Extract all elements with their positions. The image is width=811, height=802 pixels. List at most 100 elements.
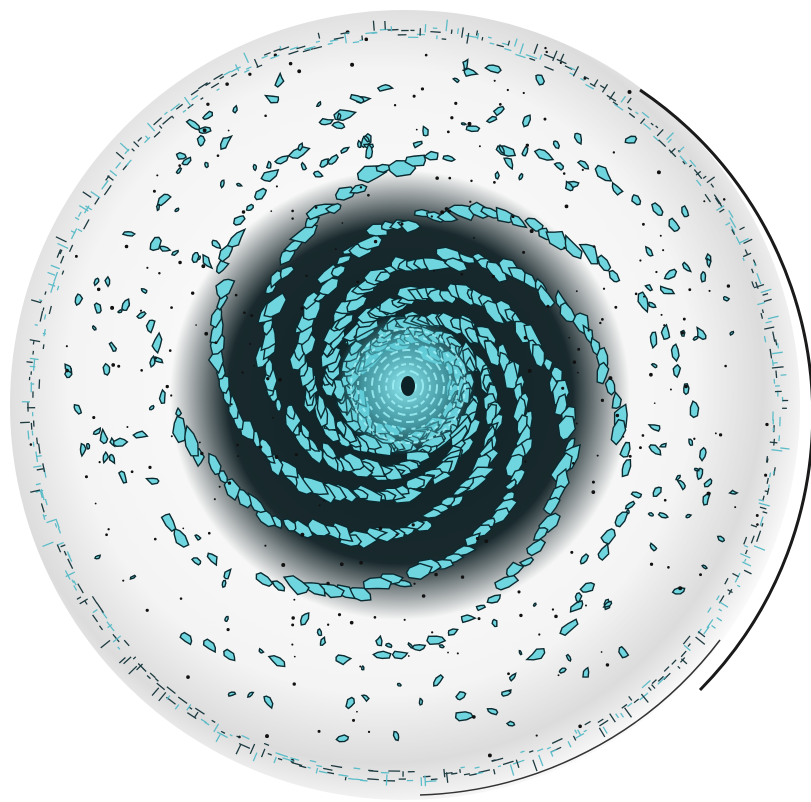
star-dot	[581, 168, 584, 171]
star-cloud	[232, 215, 246, 226]
ring-dash	[267, 752, 272, 756]
star-dot	[498, 103, 502, 106]
star-cloud	[422, 125, 429, 137]
star-cloud	[345, 696, 356, 710]
star-cloud	[672, 363, 682, 379]
ring-dash	[491, 759, 496, 762]
star-dot	[367, 193, 370, 197]
ring-dash	[68, 244, 74, 253]
star-cloud	[532, 602, 537, 608]
ring-dash	[572, 735, 577, 741]
ring-dash	[744, 558, 747, 562]
ring-dash	[270, 54, 280, 60]
ring-dash	[643, 122, 652, 131]
star-cloud	[391, 650, 409, 660]
ring-dash	[260, 748, 266, 758]
star-cloud	[597, 542, 610, 562]
ring-dash	[707, 607, 712, 613]
star-cloud	[621, 458, 632, 478]
ring-dash	[317, 32, 321, 39]
star-cloud	[698, 446, 707, 462]
ring-dash	[559, 53, 565, 62]
ring-dash	[344, 776, 347, 781]
ring-dash	[639, 118, 646, 125]
star-cloud	[600, 528, 616, 545]
ring-dash	[430, 778, 438, 781]
star-cloud	[117, 470, 128, 484]
star-dot	[230, 403, 233, 406]
star-dot	[434, 572, 438, 577]
star-dot	[587, 329, 590, 332]
ring-dash	[128, 665, 138, 675]
ring-dash	[753, 283, 765, 289]
star-dot	[421, 594, 426, 598]
ring-dash	[200, 718, 208, 724]
star-dot	[337, 613, 342, 617]
star-cloud	[93, 302, 102, 314]
nucleus-ring	[350, 328, 466, 444]
ring-dash	[348, 777, 356, 780]
star-dot	[145, 608, 149, 612]
star-dot	[124, 244, 129, 249]
star-cloud	[253, 187, 268, 201]
ring-dash	[585, 83, 595, 90]
star-dot	[96, 287, 101, 292]
star-cloud	[194, 534, 202, 541]
star-dot	[226, 627, 230, 632]
star-dot	[65, 345, 68, 348]
ring-dash	[728, 210, 734, 218]
star-cloud	[564, 234, 583, 260]
star-dot	[535, 734, 538, 737]
star-dot	[373, 616, 377, 619]
star-dot	[765, 422, 769, 427]
star-cloud	[728, 489, 739, 495]
ring-dash	[718, 608, 723, 612]
star-cloud	[405, 562, 434, 580]
ring-dash	[298, 765, 307, 769]
ring-dash	[532, 759, 538, 772]
ring-dash	[663, 672, 671, 681]
nucleus-ring	[392, 370, 424, 402]
ring-dash	[476, 32, 480, 40]
ring-dash	[42, 332, 47, 335]
star-dot	[522, 91, 525, 95]
star-cloud	[271, 580, 286, 592]
star-cloud	[335, 254, 353, 266]
ring-dash	[706, 176, 716, 184]
ring-dash	[716, 205, 725, 212]
star-cloud	[537, 284, 556, 308]
star-dot	[356, 710, 358, 713]
star-dot	[544, 46, 547, 50]
star-cloud	[217, 470, 228, 484]
star-dot	[265, 734, 269, 739]
ring-dash	[213, 73, 223, 81]
star-dot	[663, 498, 667, 502]
ring-dash	[307, 766, 311, 769]
ring-dash	[767, 315, 779, 320]
ring-dash	[670, 147, 676, 154]
ring-dash	[379, 28, 389, 31]
star-cloud	[102, 362, 111, 376]
star-dot	[395, 533, 399, 537]
star-dot	[487, 753, 492, 758]
star-dot	[204, 331, 209, 336]
star-dot	[278, 377, 282, 382]
ring-dash	[210, 82, 220, 89]
star-dot	[693, 437, 696, 440]
star-dot	[170, 306, 173, 309]
ring-dash	[556, 58, 567, 65]
star-cloud	[569, 599, 584, 613]
ring-dash	[38, 299, 43, 302]
star-dot	[764, 473, 768, 477]
ring-dash	[755, 281, 759, 289]
ring-dash	[84, 600, 88, 605]
star-dot	[653, 402, 656, 404]
ring-dash	[291, 762, 303, 767]
star-dot	[241, 210, 246, 214]
star-dot	[201, 264, 206, 269]
ring-dash	[677, 665, 681, 670]
ring-dash	[620, 95, 626, 103]
ring-dash	[26, 361, 33, 364]
star-dot	[628, 454, 632, 458]
star-cloud	[108, 341, 118, 353]
